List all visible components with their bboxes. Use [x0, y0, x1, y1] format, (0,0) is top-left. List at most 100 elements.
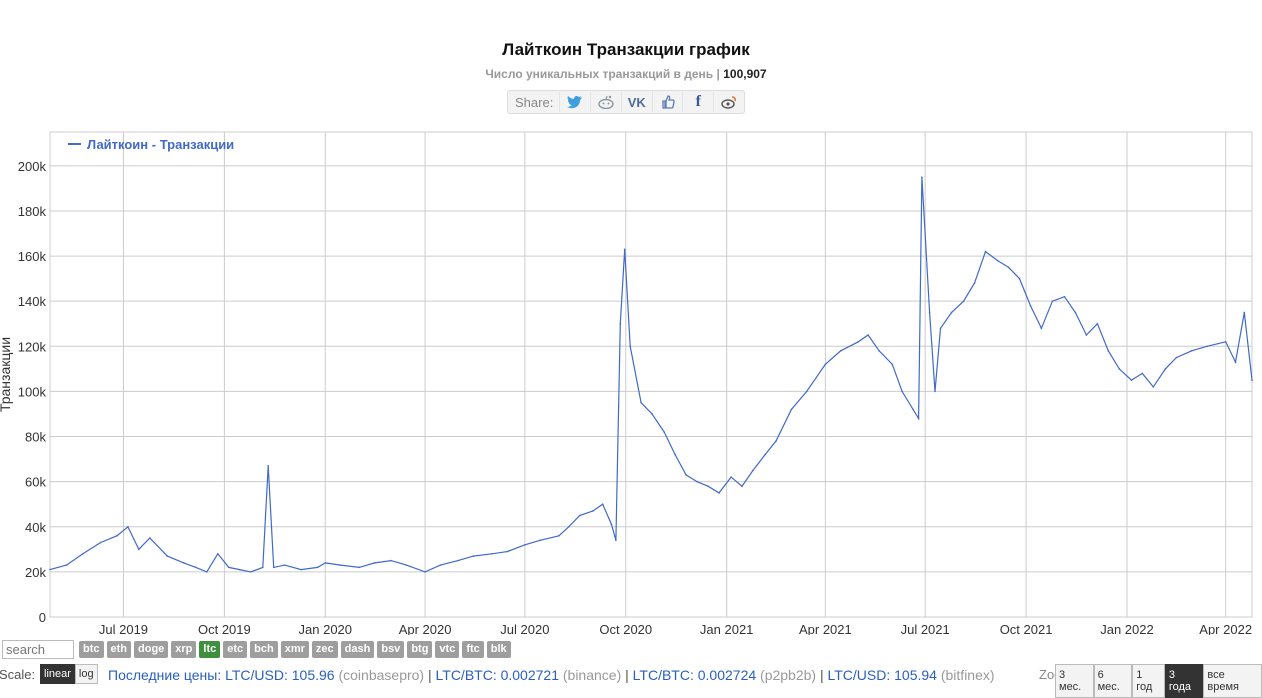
scale-button-linear[interactable]: linear: [40, 664, 75, 684]
data-point: [878, 350, 880, 352]
like-icon[interactable]: [651, 92, 683, 112]
coin-button-ftc[interactable]: ftc: [462, 640, 484, 658]
data-point: [1074, 311, 1077, 314]
scale-button-log[interactable]: log: [74, 664, 98, 684]
zoom-button-1[interactable]: 6 мес.: [1093, 664, 1133, 698]
data-point: [718, 492, 720, 494]
data-point: [82, 553, 84, 555]
coin-button-ltc[interactable]: ltc: [199, 640, 221, 658]
data-point: [49, 568, 51, 571]
x-axis: Jul 2019 Oct 2019 Jan 2020 Apr 2020 Jul 2020…: [99, 622, 1252, 635]
x-tick-label: Jul 2020: [500, 622, 549, 635]
data-point: [1251, 379, 1253, 381]
data-point: [272, 566, 275, 569]
data-point: [506, 550, 509, 553]
data-point: [1051, 300, 1054, 302]
data-point: [619, 322, 622, 325]
coin-button-bch[interactable]: bch: [250, 640, 278, 658]
price-pair[interactable]: LTC/BTC: 0.002721: [431, 667, 563, 683]
data-point: [685, 474, 687, 476]
data-point: [149, 537, 151, 539]
data-point: [405, 564, 408, 566]
data-point: [99, 541, 102, 544]
zoom-button-4[interactable]: все время: [1203, 664, 1262, 698]
data-point: [1063, 295, 1066, 298]
coin-button-eth[interactable]: eth: [106, 640, 131, 658]
chart-title: Лайткоин Транзакции график: [502, 40, 750, 59]
coin-button-xrp[interactable]: xrp: [171, 640, 197, 658]
gridlines: [49, 131, 1253, 618]
coin-button-zec[interactable]: zec: [311, 640, 338, 658]
data-point: [127, 525, 129, 528]
data-point: [567, 525, 570, 528]
price-separator: |: [424, 667, 432, 683]
coin-button-dash[interactable]: dash: [340, 640, 375, 658]
price-pair[interactable]: LTC/USD: 105.96: [225, 667, 339, 683]
coin-button-etc[interactable]: etc: [223, 640, 248, 658]
chart-subtitle: Число уникальных транзакций в день | 100…: [0, 67, 1252, 81]
zoom-button-0[interactable]: 3 мес.: [1055, 664, 1094, 698]
data-point: [358, 566, 361, 569]
data-point: [182, 562, 185, 564]
data-point: [1206, 345, 1208, 348]
x-tick-label: Jan 2021: [700, 622, 754, 635]
data-point: [934, 390, 936, 393]
weibo-icon[interactable]: [713, 92, 744, 112]
data-point: [707, 485, 709, 487]
data-point: [166, 555, 169, 557]
data-point: [300, 568, 302, 571]
coin-button-bsv[interactable]: bsv: [377, 640, 405, 658]
data-point: [615, 539, 617, 542]
facebook-icon[interactable]: f: [682, 92, 713, 112]
scale-toggle: linear log: [40, 664, 98, 684]
y-tick-label: 180k: [18, 204, 47, 219]
data-point: [267, 465, 270, 467]
vk-icon[interactable]: VK: [620, 92, 652, 112]
data-point: [491, 553, 493, 555]
coin-list: btc eth doge xrp ltc etc bch xmr zec dash bsv btg vt…: [79, 640, 514, 658]
twitter-icon[interactable]: [559, 92, 590, 112]
data-point: [601, 503, 604, 506]
data-point: [1007, 266, 1010, 269]
reddit-icon[interactable]: [590, 92, 621, 112]
data-point: [1152, 386, 1155, 388]
coin-button-vtc[interactable]: vtc: [435, 640, 460, 658]
data-point: [1141, 372, 1144, 375]
data-point: [752, 469, 754, 472]
price-pair[interactable]: LTC/BTC: 0.002724: [628, 667, 761, 683]
data-point: [696, 480, 698, 483]
subtitle-value: 100,907: [723, 67, 767, 81]
search-input[interactable]: [2, 639, 74, 659]
data-point: [472, 555, 475, 557]
legend: Лайткоин - Транзакции: [68, 137, 234, 152]
data-point: [984, 250, 987, 253]
data-point: [741, 485, 743, 487]
data-point: [592, 510, 594, 512]
price-pair[interactable]: LTC/USD: 105.94: [823, 667, 941, 683]
data-point: [962, 300, 965, 302]
coin-button-xmr[interactable]: xmr: [280, 640, 309, 658]
share-bar: Share: VK f: [507, 90, 745, 114]
data-point: [249, 571, 252, 573]
coin-button-btg[interactable]: btg: [407, 640, 433, 658]
data-point: [640, 401, 642, 404]
data-point: [674, 453, 676, 456]
data-point: [373, 562, 376, 564]
data-point: [1018, 277, 1021, 280]
data-point: [195, 566, 197, 569]
x-tick-label: Oct 2021: [1000, 622, 1053, 635]
data-point: [901, 390, 903, 393]
data-point: [578, 514, 581, 517]
data-point: [921, 176, 923, 178]
x-tick-label: Jul 2021: [901, 622, 950, 635]
zoom-button-3[interactable]: 3 года: [1164, 664, 1204, 698]
coin-button-doge[interactable]: doge: [134, 640, 169, 658]
y-tick-label: 20k: [25, 565, 46, 580]
coin-button-blk[interactable]: blk: [486, 640, 511, 658]
prices-label: Последние цены:: [108, 667, 222, 683]
y-tick-label: 160k: [18, 249, 47, 264]
zoom-button-2[interactable]: 1 год: [1132, 664, 1165, 698]
coin-button-btc[interactable]: btc: [79, 640, 104, 658]
y-tick-label: 200k: [18, 159, 47, 174]
legend-label: Лайткоин - Транзакции: [87, 137, 234, 152]
